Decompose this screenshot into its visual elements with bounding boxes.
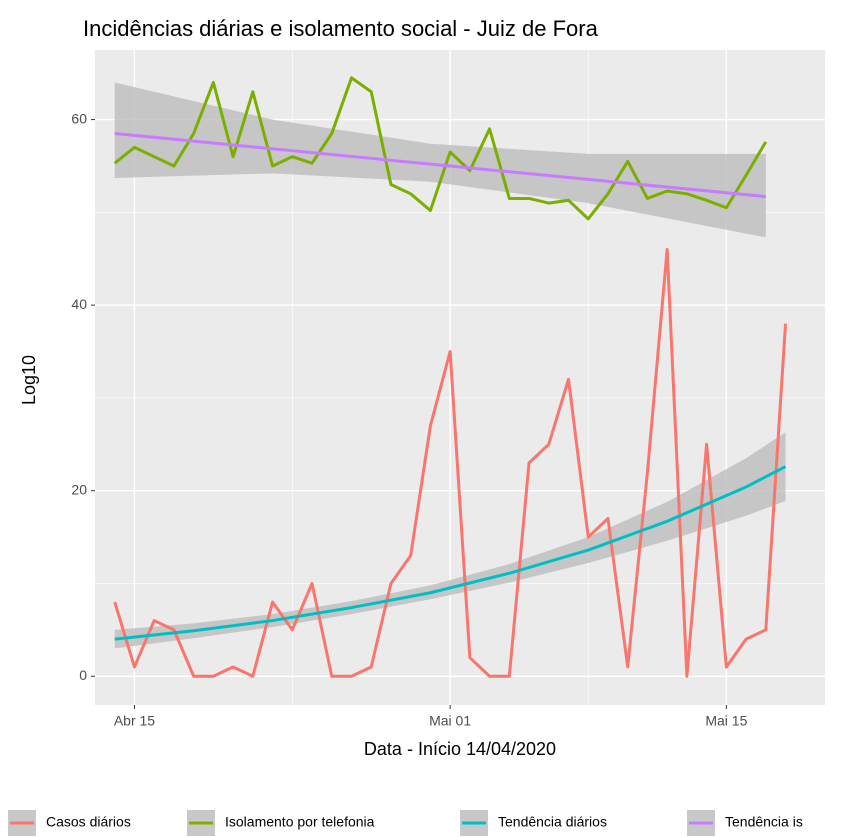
y-tick-label: 20: [71, 481, 87, 497]
series-line: [114, 465, 787, 641]
series-line: [113, 76, 768, 221]
y-tick-label: 0: [79, 667, 87, 683]
legend-label: Casos diários: [46, 814, 131, 830]
y-tick-label: 60: [71, 110, 87, 126]
y-axis-label: Log10: [19, 355, 39, 405]
legend-label: Tendência is: [725, 814, 803, 830]
confidence-band: [114, 432, 786, 649]
chart-title: Incidências diárias e isolamento social …: [83, 16, 599, 41]
legend-label: Isolamento por telefonia: [225, 814, 375, 830]
x-axis-label: Data - Início 14/04/2020: [364, 739, 556, 759]
series-line: [113, 247, 788, 678]
y-tick-label: 40: [71, 296, 87, 312]
series-line: [114, 132, 766, 199]
x-tick-label: Mai 15: [705, 713, 747, 729]
legend-label: Tendência diários: [498, 814, 607, 830]
x-tick-label: Mai 01: [429, 713, 471, 729]
x-tick-label: Abr 15: [114, 713, 155, 729]
